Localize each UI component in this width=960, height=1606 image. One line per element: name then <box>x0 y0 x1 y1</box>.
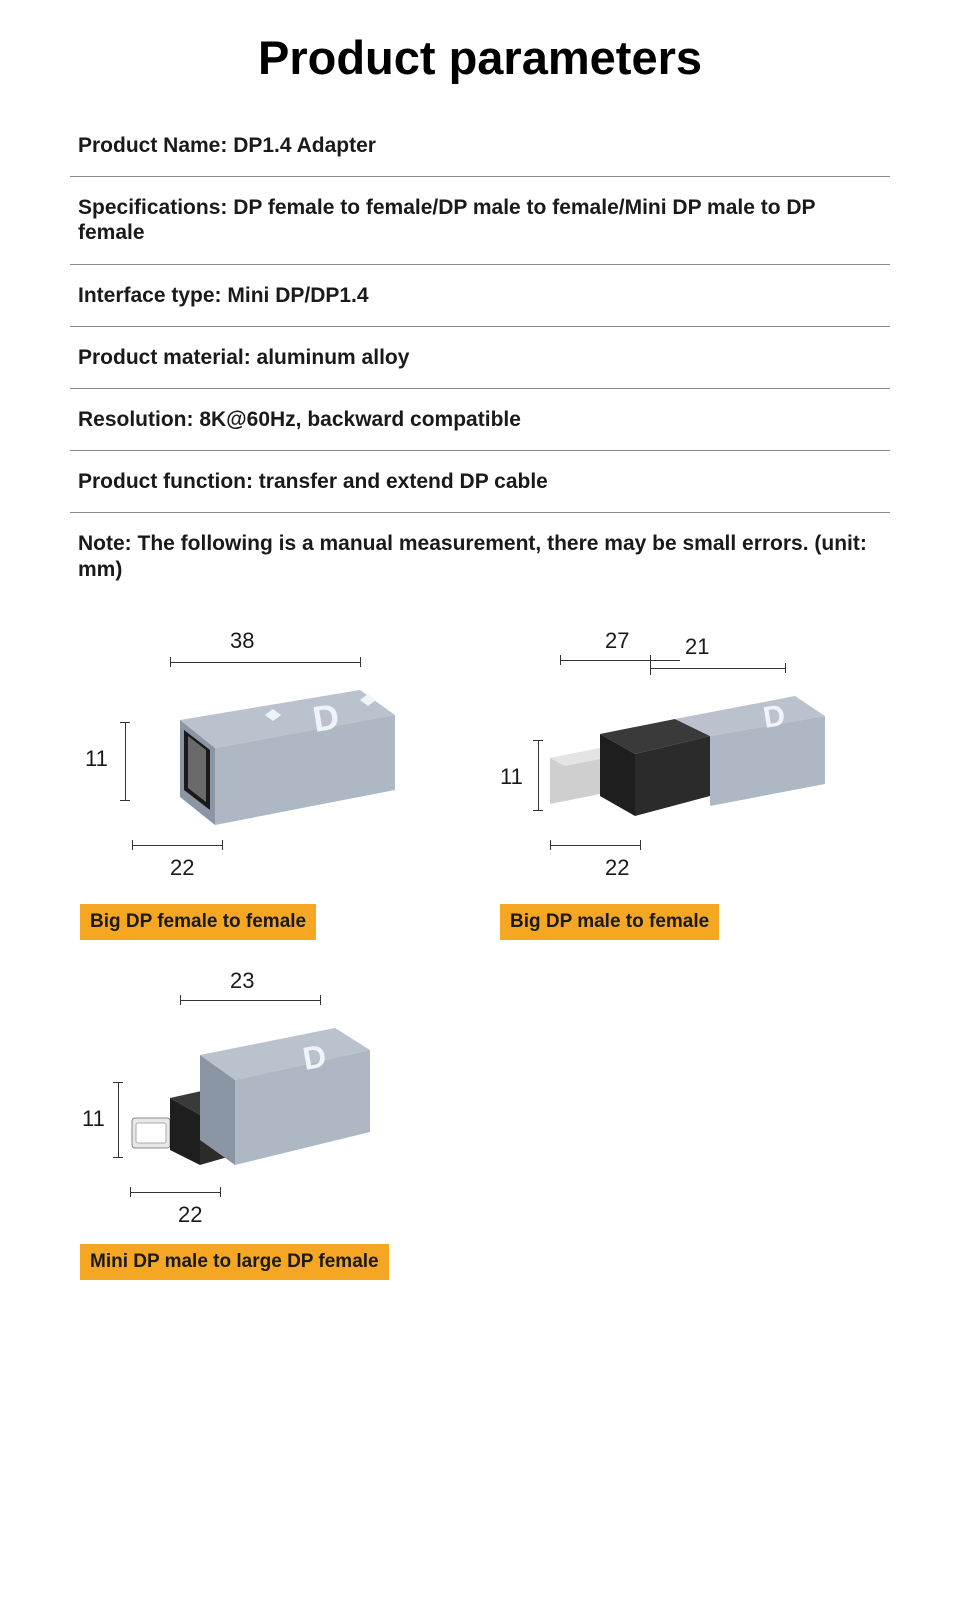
spec-row: Specifications: DP female to female/DP m… <box>70 177 890 264</box>
product-label: Big DP male to female <box>500 904 719 940</box>
dim-top: 38 <box>230 628 254 654</box>
dim-height: 11 <box>82 1106 105 1132</box>
page-title: Product parameters <box>70 30 890 85</box>
dim-tick <box>533 740 543 741</box>
dim-tick <box>650 655 651 675</box>
spec-row: Resolution: 8K@60Hz, backward compatible <box>70 389 890 451</box>
dim-height: 11 <box>85 746 108 772</box>
dim-line <box>130 1192 220 1193</box>
product-label: Big DP female to female <box>80 904 316 940</box>
dim-tick <box>132 840 133 850</box>
dim-top2: 21 <box>685 634 709 660</box>
dim-top1: 27 <box>605 628 629 654</box>
dim-tick <box>560 655 561 665</box>
diagram-big-mf: 27 21 <box>490 630 850 890</box>
dim-tick <box>120 722 130 723</box>
dim-tick <box>130 1187 131 1197</box>
dim-tick <box>120 800 130 801</box>
dim-line <box>132 845 222 846</box>
product-big-mf: 27 21 <box>490 630 870 940</box>
product-mini-mf: 23 D <box>70 970 450 1280</box>
diagram-mini-mf: 23 D <box>70 970 430 1230</box>
dim-line <box>118 1082 119 1157</box>
dim-tick <box>113 1082 123 1083</box>
dim-line <box>538 740 539 810</box>
spec-row: Note: The following is a manual measurem… <box>70 513 890 599</box>
dim-tick <box>170 657 171 667</box>
dim-width: 22 <box>605 855 629 881</box>
dim-width: 22 <box>178 1202 202 1228</box>
dim-tick <box>220 1187 221 1197</box>
spec-row: Interface type: Mini DP/DP1.4 <box>70 265 890 327</box>
dim-line <box>170 662 360 663</box>
dim-tick <box>320 995 321 1005</box>
dim-top: 23 <box>230 968 254 994</box>
spec-row: Product function: transfer and extend DP… <box>70 451 890 513</box>
adapter-mini-icon: D <box>120 1010 380 1200</box>
dim-line <box>550 845 640 846</box>
product-big-ff: 38 D <box>70 630 450 940</box>
diagram-big-ff: 38 D <box>70 630 430 890</box>
dim-tick <box>550 840 551 850</box>
dim-line <box>650 668 785 669</box>
dim-line <box>180 1000 320 1001</box>
spec-row: Product Name: DP1.4 Adapter <box>70 115 890 177</box>
adapter-ff-icon: D <box>150 670 410 850</box>
dim-tick <box>222 840 223 850</box>
product-label: Mini DP male to large DP female <box>80 1244 389 1280</box>
dim-line <box>560 660 680 661</box>
dim-tick <box>785 663 786 673</box>
adapter-mf-icon: D <box>540 676 830 856</box>
dim-height: 11 <box>500 764 523 790</box>
spec-row: Product material: aluminum alloy <box>70 327 890 389</box>
dim-tick <box>640 840 641 850</box>
dim-width: 22 <box>170 855 194 881</box>
dim-tick <box>533 810 543 811</box>
dim-line <box>125 722 126 800</box>
dim-tick <box>180 995 181 1005</box>
products-grid: 38 D <box>70 630 890 1280</box>
dim-tick <box>360 657 361 667</box>
dim-tick <box>113 1157 123 1158</box>
